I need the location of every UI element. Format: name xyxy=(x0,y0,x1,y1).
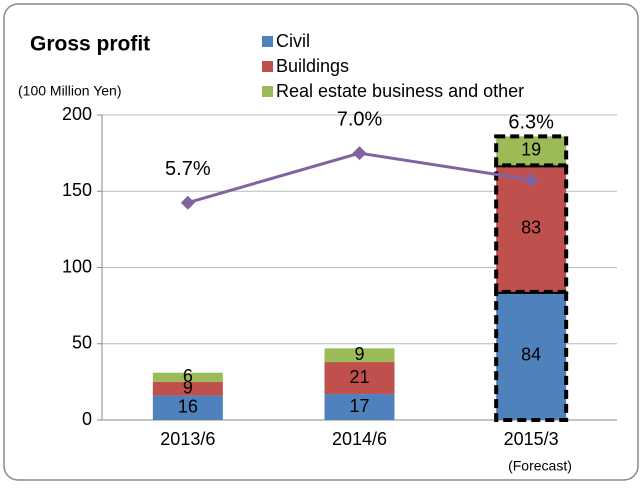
legend-swatch xyxy=(262,61,273,72)
data-label: 19 xyxy=(521,140,541,160)
bar-segment xyxy=(152,372,223,382)
x-tick-label: 2015/3 xyxy=(504,429,559,449)
data-label: 17 xyxy=(349,396,369,416)
data-label: 83 xyxy=(521,217,541,237)
bar-segment xyxy=(152,381,223,396)
y-tick-label: 50 xyxy=(72,333,92,353)
y-tick-label: 0 xyxy=(82,409,92,429)
legend-swatch xyxy=(262,36,273,47)
percent-label: 6.3% xyxy=(508,111,554,133)
data-label: 9 xyxy=(354,344,364,364)
legend-swatch xyxy=(262,86,273,97)
chart-title: Gross profit xyxy=(30,33,150,56)
x-tick-label: 2014/6 xyxy=(332,429,387,449)
y-tick-label: 150 xyxy=(62,180,92,200)
y-tick-label: 200 xyxy=(62,104,92,124)
data-label: 21 xyxy=(349,367,369,387)
data-label: 6 xyxy=(183,366,193,386)
bar-segment xyxy=(494,134,569,168)
x-tick-label: 2013/6 xyxy=(160,429,215,449)
data-label: 16 xyxy=(178,397,198,417)
percent-label: 7.0% xyxy=(337,108,383,130)
percent-label: 5.7% xyxy=(165,158,211,180)
bar-segment xyxy=(152,395,223,420)
bar-segment xyxy=(324,348,395,363)
data-label: 84 xyxy=(521,345,541,365)
line-marker xyxy=(180,195,195,210)
y-tick-label: 100 xyxy=(62,256,92,276)
frame xyxy=(3,3,639,481)
line-marker xyxy=(524,172,539,187)
line-marker xyxy=(352,146,367,161)
bar-segment xyxy=(494,289,569,422)
legend-label: Real estate business and other xyxy=(276,81,524,101)
annotation: (Forecast) xyxy=(508,458,572,474)
legend-label: Buildings xyxy=(276,56,349,76)
legend-label: Civil xyxy=(276,31,310,51)
bar-segment xyxy=(324,394,395,420)
data-label: 9 xyxy=(183,377,193,397)
y-axis-label: (100 Million Yen) xyxy=(18,83,122,99)
bar-segment xyxy=(324,362,395,395)
